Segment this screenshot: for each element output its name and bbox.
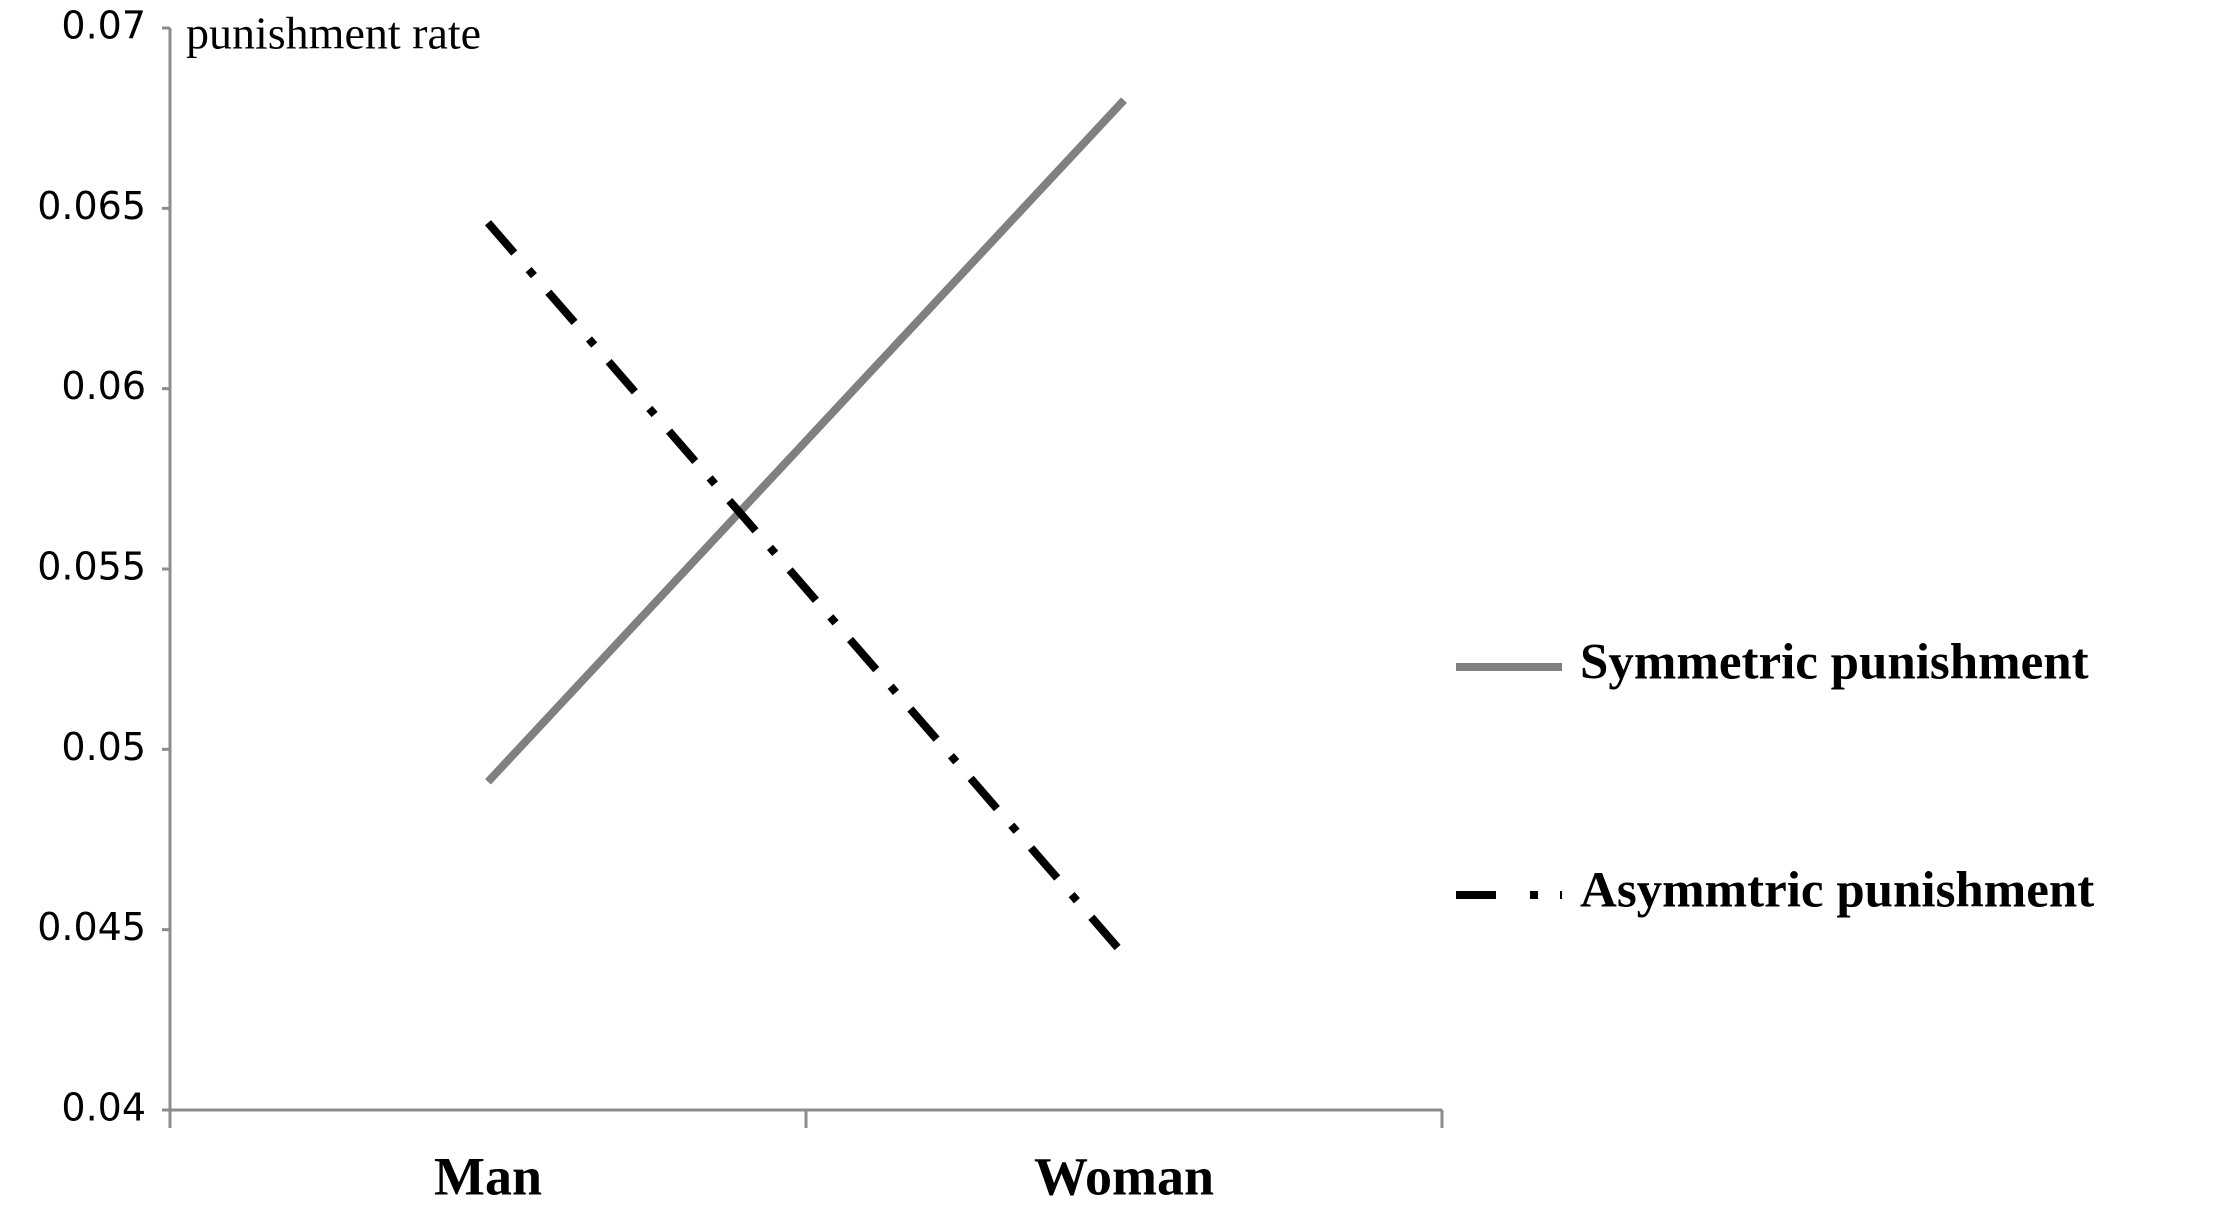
y-axis-label: punishment rate bbox=[186, 8, 481, 59]
legend-label: Asymmtric punishment bbox=[1580, 863, 2094, 919]
x-tick-label: Man bbox=[434, 1146, 542, 1206]
y-tick-label: 0.055 bbox=[37, 545, 146, 589]
y-tick-label: 0.07 bbox=[61, 4, 146, 48]
series-line bbox=[484, 220, 1128, 958]
x-tick-label: Woman bbox=[1034, 1146, 1214, 1206]
series-line bbox=[485, 97, 1127, 785]
y-tick-label: 0.05 bbox=[61, 725, 146, 769]
y-tick-label: 0.06 bbox=[61, 364, 146, 408]
y-tick-label: 0.04 bbox=[61, 1086, 146, 1130]
y-tick-label: 0.045 bbox=[37, 905, 146, 949]
legend-label: Symmetric punishment bbox=[1580, 635, 2089, 691]
y-tick-label: 0.065 bbox=[37, 184, 146, 228]
